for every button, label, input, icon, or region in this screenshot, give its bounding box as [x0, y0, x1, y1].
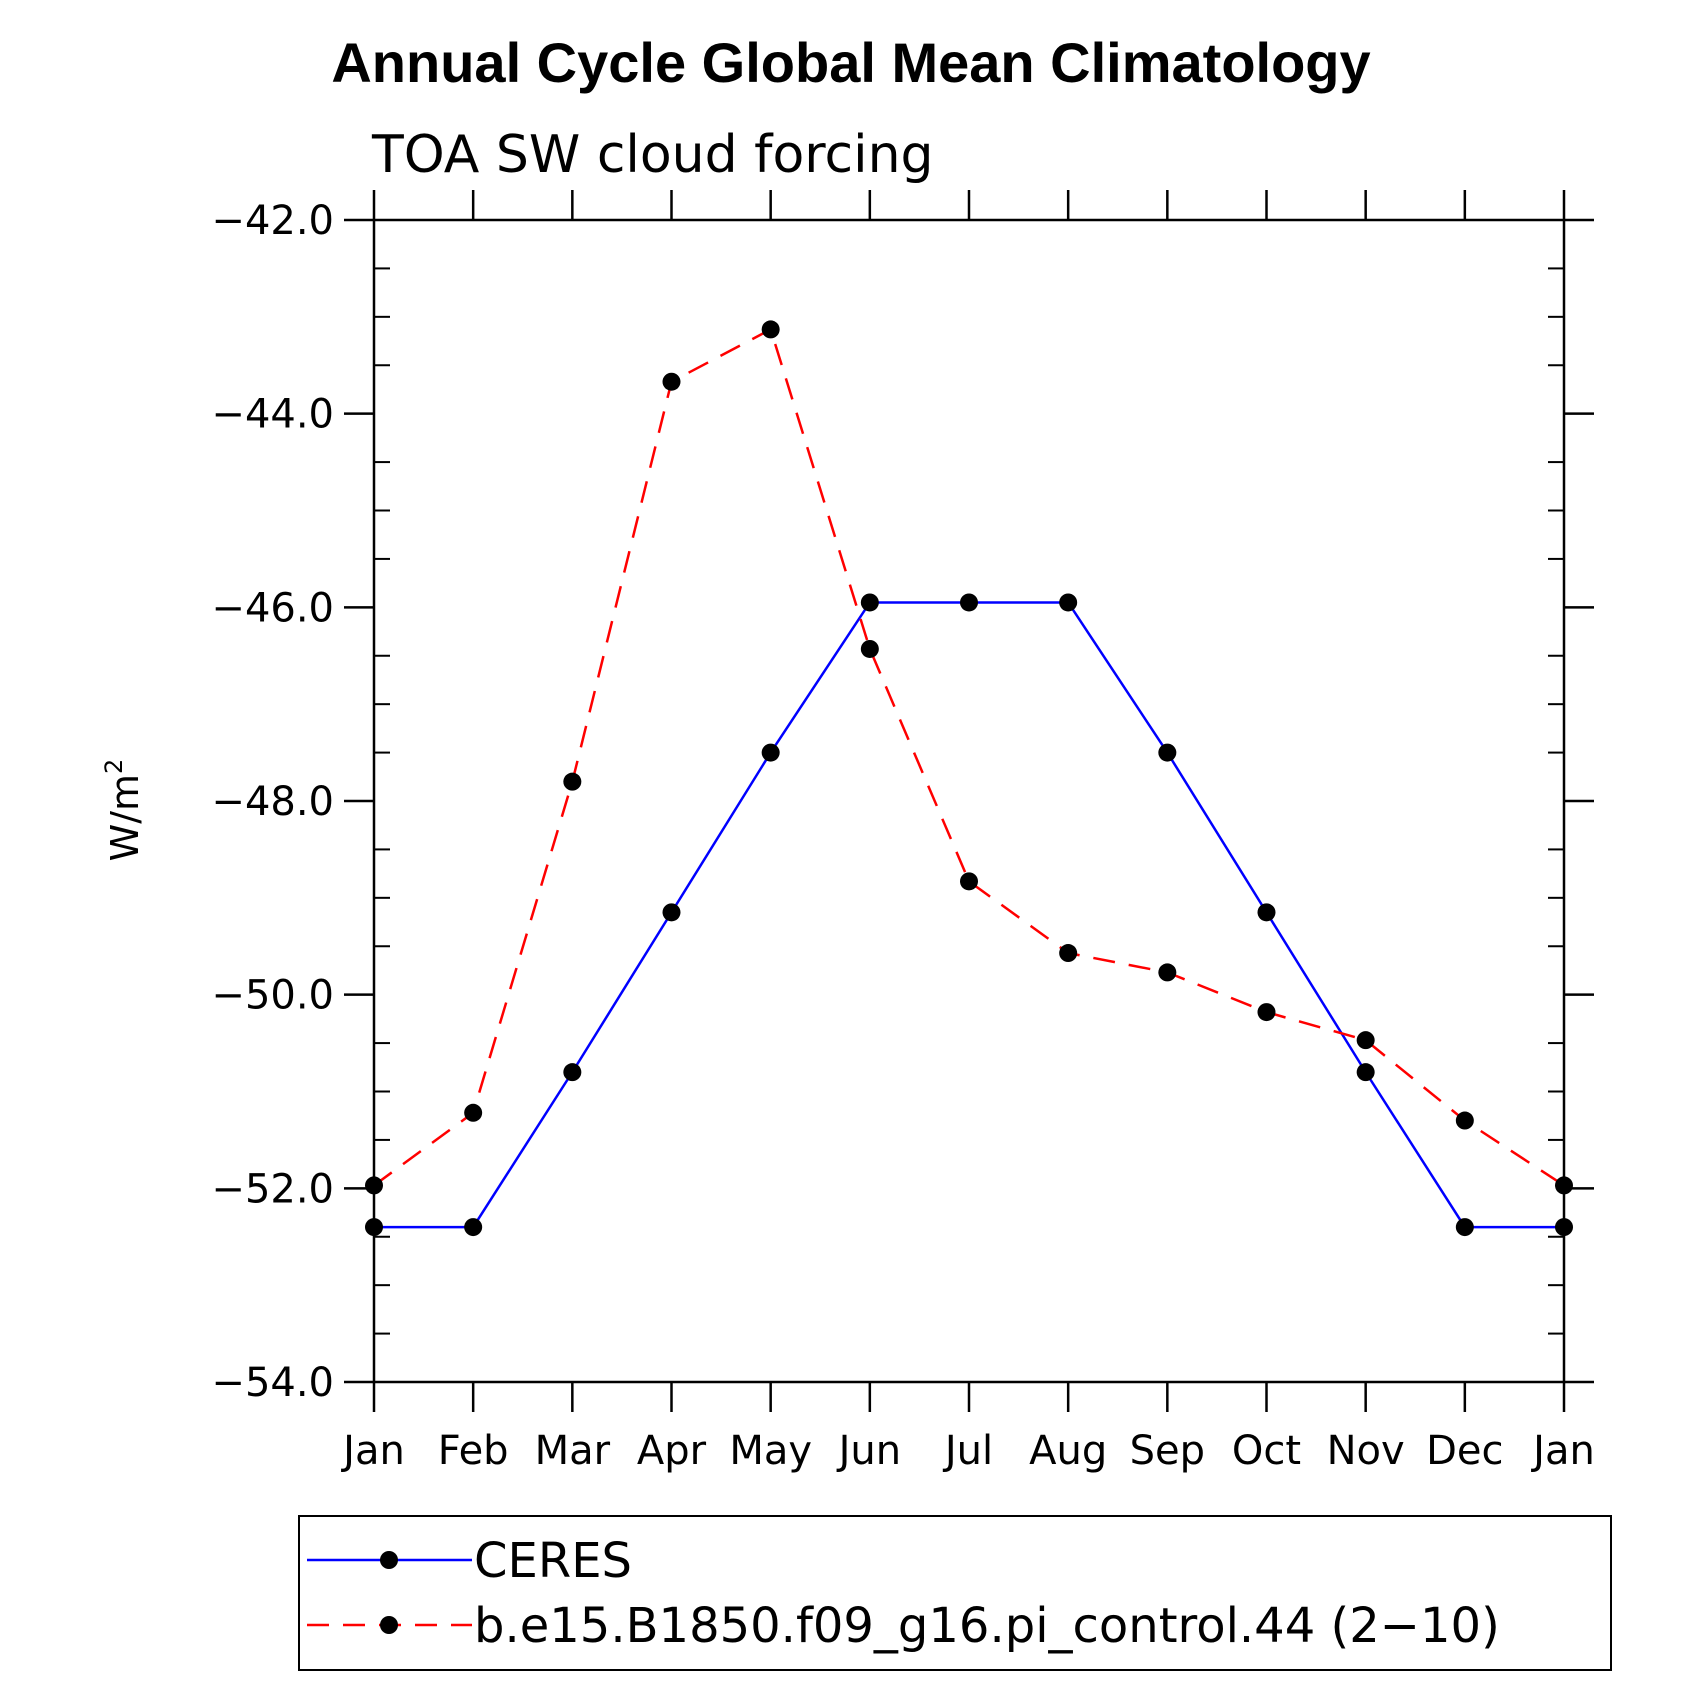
series-1-point	[960, 593, 978, 612]
legend-label-1: CERES	[474, 1533, 632, 1589]
x-tick-label: Dec	[1426, 1428, 1503, 1474]
y-tick-label: −42.0	[211, 198, 334, 244]
series-2-point	[464, 1103, 483, 1122]
series-2-point	[860, 639, 879, 658]
x-tick-label: Oct	[1232, 1428, 1301, 1474]
y-tick-label: −50.0	[211, 973, 334, 1019]
series-2-point	[1158, 963, 1177, 982]
series-line-2	[373, 327, 1565, 1187]
series-line-1	[374, 601, 1564, 1229]
series-1-point	[1356, 1063, 1375, 1082]
series-1-point	[1257, 903, 1276, 922]
y-tick-label: −52.0	[211, 1166, 334, 1212]
svg-text:W/m2: W/m2	[100, 759, 147, 862]
x-tick-label: Jun	[836, 1428, 902, 1474]
series-2-point	[960, 872, 978, 891]
x-tick-label: Feb	[438, 1428, 509, 1474]
series-1-point	[1455, 1218, 1474, 1237]
x-tick-label: Jan	[1530, 1428, 1595, 1474]
x-tick-label: Apr	[637, 1428, 707, 1474]
y-axis-label: W/m2	[100, 759, 147, 862]
y-tick-label: −48.0	[211, 779, 334, 825]
legend-box	[298, 1515, 1612, 1671]
x-tick-label: Mar	[535, 1428, 611, 1474]
y-tick-label: −54.0	[211, 1360, 334, 1406]
legend-label-2: b.e15.B1850.f09_g16.pi_control.44 (2−10)	[474, 1598, 1500, 1654]
x-tick-label: Sep	[1130, 1428, 1205, 1474]
x-tick-label: May	[729, 1428, 812, 1474]
series-1-point	[563, 1063, 582, 1082]
series-2-point	[1059, 944, 1078, 963]
chart-subtitle: TOA SW cloud forcing	[371, 125, 934, 185]
y-axis-label-text: W/m	[103, 774, 147, 861]
series-1-point	[464, 1218, 483, 1237]
y-tick-label: −44.0	[211, 392, 334, 438]
series-2-point	[662, 372, 681, 391]
y-tick-label: −46.0	[211, 585, 334, 631]
plot-area-frame	[372, 218, 1566, 1384]
series-2-point	[1455, 1111, 1474, 1130]
series-2-point	[1356, 1031, 1375, 1050]
series-2-point	[563, 772, 582, 791]
series-2-point	[761, 320, 780, 339]
series-1-point	[662, 903, 681, 922]
series-1-point	[1158, 743, 1177, 762]
series-1-point	[761, 743, 780, 762]
legend-marker-1	[380, 1551, 398, 1569]
series-1-point	[1059, 593, 1078, 612]
series-2-point	[1257, 1003, 1276, 1022]
x-tick-label: Jan	[340, 1428, 405, 1474]
x-tick-label: Aug	[1029, 1428, 1107, 1474]
x-tick-label: Nov	[1327, 1428, 1405, 1474]
chart-title: Annual Cycle Global Mean Climatology	[331, 31, 1370, 94]
series-1-point	[860, 593, 879, 612]
x-tick-label: Jul	[942, 1428, 993, 1474]
y-axis-label-superscript: 2	[100, 759, 128, 774]
legend-marker-2	[380, 1616, 398, 1634]
legend: CERES b.e15.B1850.f09_g16.pi_control.44 (…	[298, 1515, 1612, 1671]
